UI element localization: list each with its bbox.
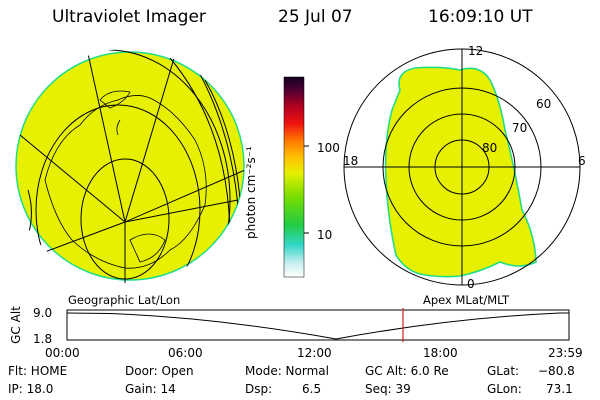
timeline-y-top: 9.0	[33, 306, 53, 320]
apex-caption: Apex MLat/MLT	[423, 293, 510, 307]
status-glat-label: GLat:	[487, 364, 520, 378]
timeline-tick-2359: 23:59	[548, 346, 583, 360]
mlt-label-18: 18	[343, 154, 359, 168]
status-door: Door: Open	[125, 364, 194, 378]
status-dsp-value: 6.5	[302, 382, 322, 396]
timeline-axis-label: GC Alt	[9, 306, 23, 344]
colorbar-tick-10: 10	[317, 228, 333, 242]
status-flight: Flt: HOME	[8, 364, 68, 378]
time-label: 16:09:10 UT	[428, 7, 533, 27]
mlt-label-12: 12	[468, 44, 484, 58]
date-label: 25 Jul 07	[278, 7, 353, 27]
status-mode: Mode: Normal	[245, 364, 329, 378]
timeline-y-bottom: 1.8	[33, 332, 53, 346]
colorbar-unit-label: photon cm⁻²s⁻¹	[244, 146, 258, 239]
mlat-label-80: 80	[482, 141, 498, 155]
status-dsp-label: Dsp:	[245, 382, 273, 396]
timeline-tick-0000: 00:00	[45, 346, 80, 360]
colorbar-ticks	[304, 145, 309, 234]
mlat-label-60: 60	[536, 97, 552, 111]
polar-plot	[343, 48, 581, 286]
status-ip: IP: 18.0	[8, 382, 54, 396]
timeline-tick-1800: 18:00	[423, 346, 458, 360]
geographic-caption: Geographic Lat/Lon	[68, 293, 181, 307]
status-gc-alt: GC Alt: 6.0 Re	[365, 364, 449, 378]
geographic-grid	[10, 49, 244, 283]
mlat-label-70: 70	[512, 121, 528, 135]
status-gain: Gain: 14	[125, 382, 176, 396]
polar-grid	[343, 48, 581, 286]
coastlines	[44, 90, 207, 269]
colorbar-tick-100: 100	[317, 141, 340, 155]
geographic-image-fill	[15, 51, 245, 281]
timeline-tick-1200: 12:00	[297, 346, 332, 360]
status-glon-label: GLon:	[487, 382, 522, 396]
geographic-image	[10, 49, 245, 283]
status-seq: Seq: 39	[365, 382, 411, 396]
app-title: Ultraviolet Imager	[52, 7, 206, 27]
orbit-altitude-curve	[66, 312, 569, 340]
auroral-oval	[384, 66, 537, 278]
status-glat-value: −80.8	[538, 364, 575, 378]
gc-alt-timeline	[66, 308, 570, 342]
status-glon-value: 73.1	[546, 382, 573, 396]
colorbar	[283, 76, 305, 278]
timeline-frame	[66, 309, 570, 341]
mlt-label-6: 6	[578, 154, 586, 168]
mlt-label-0: 0	[467, 277, 475, 291]
timeline-tick-0600: 06:00	[168, 346, 203, 360]
